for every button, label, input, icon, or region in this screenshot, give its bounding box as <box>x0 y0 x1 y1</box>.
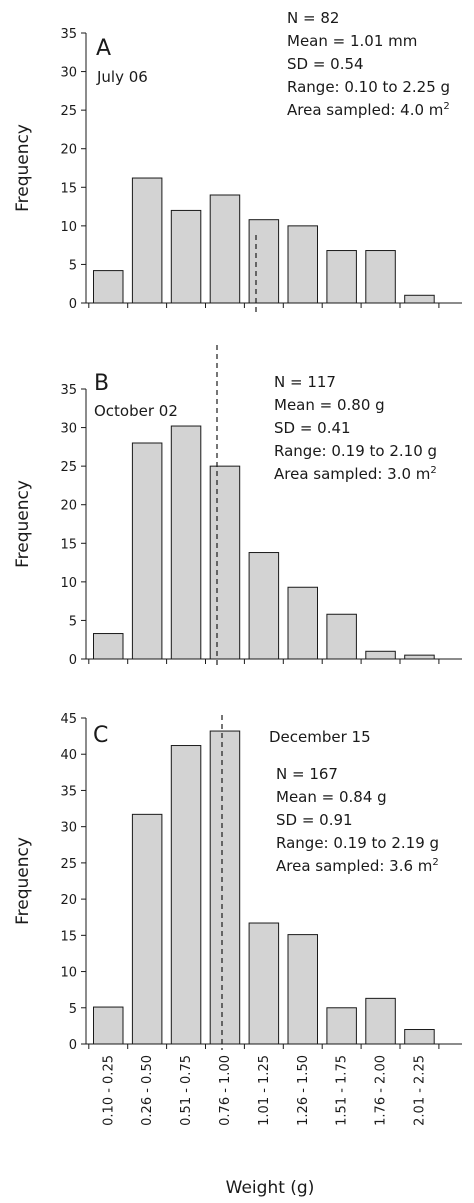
bar <box>365 650 396 660</box>
bar <box>131 442 163 660</box>
panel-letter: B <box>94 371 109 396</box>
y-tick-label: 25 <box>60 460 77 475</box>
stat-line: N = 117 <box>274 373 336 391</box>
stat-line: Range: 0.19 to 2.10 g <box>274 442 437 460</box>
stat-line: Mean = 1.01 mm <box>287 32 417 50</box>
stat-line: N = 167 <box>276 765 338 783</box>
bar <box>209 730 241 1045</box>
bar <box>248 552 280 660</box>
category-label: 1.01 - 1.25 <box>257 1055 272 1126</box>
bar <box>170 209 202 304</box>
y-tick-label: 35 <box>60 383 77 398</box>
bar <box>93 1006 124 1045</box>
bar <box>365 250 396 304</box>
y-tick-label: 35 <box>60 784 77 799</box>
sampling-date: July 06 <box>96 68 148 86</box>
panel-c: 0 5 10 15 20 25 30 35 40 45 Frequency C December 15 N… <box>13 712 462 1053</box>
bar <box>287 225 318 304</box>
y-tick-label: 15 <box>60 929 77 944</box>
stat-line: Range: 0.19 to 2.19 g <box>276 834 439 852</box>
y-tick-label: 5 <box>69 1002 77 1017</box>
y-tick-label: 0 <box>69 1038 77 1053</box>
panel-a: 0 5 10 15 20 25 30 35 Frequency A July 06 N = 82 Mea… <box>13 9 462 315</box>
stat-line: Area sampled: 3.6 m2 <box>276 857 439 875</box>
category-label: 0.76 - 1.00 <box>218 1055 233 1126</box>
y-tick-label: 30 <box>60 66 77 81</box>
bar <box>287 586 318 660</box>
category-label: 0.51 - 0.75 <box>179 1055 194 1126</box>
bar <box>365 997 396 1045</box>
sampling-date: October 02 <box>94 402 178 420</box>
y-tick-label: 45 <box>60 712 77 727</box>
bar <box>326 250 357 304</box>
stat-line: Area sampled: 3.0 m2 <box>274 465 437 483</box>
bar <box>404 654 435 660</box>
stat-line: SD = 0.91 <box>276 811 353 829</box>
y-axis-label: Frequency <box>13 837 33 925</box>
bar <box>209 194 241 304</box>
bar <box>209 465 241 660</box>
y-tick-label: 40 <box>60 748 77 763</box>
category-label: 2.01 - 2.25 <box>412 1055 427 1126</box>
panel-b: 0 5 10 15 20 25 30 35 Frequency B October 02 N = 11… <box>13 345 462 668</box>
bar <box>170 745 202 1045</box>
y-tick-label: 20 <box>60 143 77 158</box>
stat-line: SD = 0.41 <box>274 419 351 437</box>
y-tick-label: 0 <box>69 653 77 668</box>
y-tick-label: 0 <box>69 297 77 312</box>
y-tick-label: 10 <box>60 576 77 591</box>
y-tick-label: 25 <box>60 104 77 119</box>
panel-letter: A <box>96 36 111 61</box>
y-tick-label: 25 <box>60 857 77 872</box>
bar <box>248 922 280 1045</box>
bar <box>404 1029 435 1045</box>
y-tick-label: 5 <box>69 258 77 273</box>
bar <box>326 1007 357 1045</box>
category-label: 0.10 - 0.25 <box>101 1055 116 1126</box>
y-tick-label: 10 <box>60 220 77 235</box>
x-axis-label: Weight (g) <box>226 1178 315 1198</box>
category-label: 1.76 - 2.00 <box>374 1055 389 1126</box>
sampling-date: December 15 <box>269 728 371 746</box>
y-tick-label: 10 <box>60 966 77 981</box>
category-label: 1.26 - 1.50 <box>296 1055 311 1126</box>
bar <box>404 294 435 304</box>
y-tick-label: 15 <box>60 537 77 552</box>
y-tick-label: 30 <box>60 422 77 437</box>
y-axis-label: Frequency <box>13 124 33 212</box>
stat-line: Mean = 0.84 g <box>276 788 387 806</box>
bar <box>131 177 163 304</box>
stat-line: SD = 0.54 <box>287 55 364 73</box>
panel-letter: C <box>93 723 108 748</box>
stat-line: Area sampled: 4.0 m2 <box>287 101 450 119</box>
stat-line: Mean = 0.80 g <box>274 396 385 414</box>
y-axis-label: Frequency <box>13 480 33 568</box>
y-tick-label: 30 <box>60 821 77 836</box>
bar <box>248 219 280 304</box>
bar <box>93 633 124 660</box>
bar <box>93 270 124 304</box>
y-tick-label: 15 <box>60 181 77 196</box>
y-tick-label: 5 <box>69 614 77 629</box>
category-label: 1.51 - 1.75 <box>335 1055 350 1126</box>
stat-line: Range: 0.10 to 2.25 g <box>287 78 450 96</box>
y-tick-label: 20 <box>60 893 77 908</box>
y-tick-label: 35 <box>60 27 77 42</box>
bar <box>287 934 318 1045</box>
category-label: 0.26 - 0.50 <box>140 1055 155 1126</box>
bar <box>131 813 163 1045</box>
stat-line: N = 82 <box>287 9 339 27</box>
y-tick-label: 20 <box>60 499 77 514</box>
bar <box>170 425 202 660</box>
bar <box>326 613 357 660</box>
